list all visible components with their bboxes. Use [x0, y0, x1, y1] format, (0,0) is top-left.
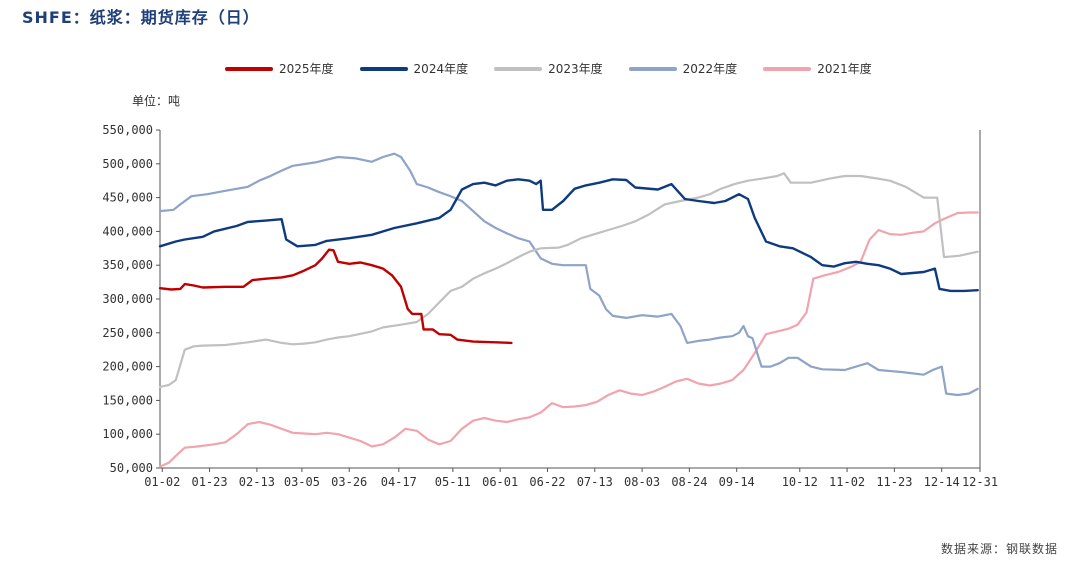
x-tick-label: 12-14	[924, 475, 960, 489]
series-line-2022	[158, 152, 979, 397]
series-line-2024	[158, 178, 979, 293]
x-tick-label: 10-12	[782, 475, 818, 489]
legend-item-2025: 2025年度	[225, 60, 334, 77]
legend-item-2022: 2022年度	[628, 60, 738, 77]
x-tick-label: 09-14	[719, 475, 755, 489]
series-line-2023	[158, 172, 979, 388]
legend-swatch-2022	[628, 66, 677, 71]
x-tick-label: 03-26	[331, 475, 367, 489]
x-tick-label: 07-13	[577, 475, 613, 489]
x-tick-label: 11-02	[829, 475, 865, 489]
x-tick-label: 06-22	[529, 475, 565, 489]
legend-item-2021: 2021年度	[763, 60, 872, 77]
x-tick-label: 01-23	[191, 475, 227, 489]
y-tick-label: 350,000	[102, 258, 153, 272]
y-tick-label: 250,000	[102, 326, 153, 340]
y-tick-label: 400,000	[102, 224, 153, 238]
legend-item-2023: 2023年度	[494, 60, 603, 77]
x-tick-label: 05-11	[435, 475, 471, 489]
y-tick-label: 200,000	[102, 360, 153, 374]
y-tick-label: 500,000	[102, 157, 153, 171]
legend-swatch-2025	[225, 66, 273, 71]
x-tick-label: 04-17	[381, 475, 417, 489]
legend-label-2024: 2024年度	[413, 62, 469, 76]
y-tick-label: 450,000	[102, 191, 153, 205]
legend-label-2025: 2025年度	[279, 62, 334, 76]
unit-label: 单位：吨	[132, 94, 181, 108]
x-tick-label: 01-02	[144, 475, 180, 489]
y-tick-label: 150,000	[102, 393, 153, 407]
series-line-2021	[158, 211, 979, 468]
x-tick-label: 02-13	[239, 475, 275, 489]
series-line-2025	[158, 248, 513, 345]
y-tick-label: 50,000	[110, 461, 153, 475]
legend-label-2022: 2022年度	[682, 62, 738, 76]
x-tick-label: 08-24	[671, 475, 707, 489]
legend-label-2021: 2021年度	[817, 62, 872, 76]
legend-item-2024: 2024年度	[359, 60, 469, 77]
source-note: 数据来源：钢联数据	[940, 542, 1058, 556]
x-tick-label: 11-23	[876, 475, 912, 489]
x-tick-label: 06-01	[482, 475, 518, 489]
x-tick-label: 08-03	[624, 475, 660, 489]
legend: 2025年度 2024年度 2023年度 2022年度 2021年度	[225, 60, 872, 77]
legend-swatch-2023	[494, 66, 543, 71]
legend-swatch-2021	[763, 66, 812, 71]
y-tick-label: 550,000	[102, 123, 153, 137]
chart-title: SHFE：纸浆：期货库存（日）	[22, 8, 260, 27]
legend-label-2023: 2023年度	[548, 62, 603, 76]
y-tick-label: 300,000	[102, 292, 153, 306]
legend-swatch-2024	[359, 66, 408, 71]
x-tick-label: 12-31	[962, 475, 998, 489]
y-tick-label: 100,000	[102, 427, 153, 441]
x-tick-label: 03-05	[284, 475, 320, 489]
